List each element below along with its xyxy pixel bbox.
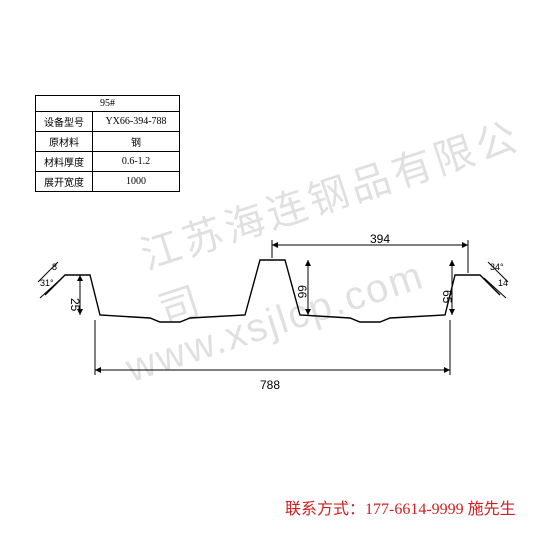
dim-angle-left-b: 31° bbox=[40, 278, 54, 288]
dim-788: 788 bbox=[260, 378, 280, 392]
contact-line: 联系方式：177-6614-9999 施先生 bbox=[285, 495, 516, 519]
profile-drawing bbox=[0, 0, 550, 550]
dim-66: 66 bbox=[295, 285, 309, 298]
dim-65: 65 bbox=[440, 290, 454, 303]
dim-angle-right-b: 14 bbox=[498, 278, 508, 288]
dim-25: 25 bbox=[68, 298, 82, 311]
dim-angle-left-a: 8 bbox=[52, 262, 57, 272]
dim-394: 394 bbox=[370, 232, 390, 246]
dim-angle-right-a: 34° bbox=[490, 262, 504, 272]
